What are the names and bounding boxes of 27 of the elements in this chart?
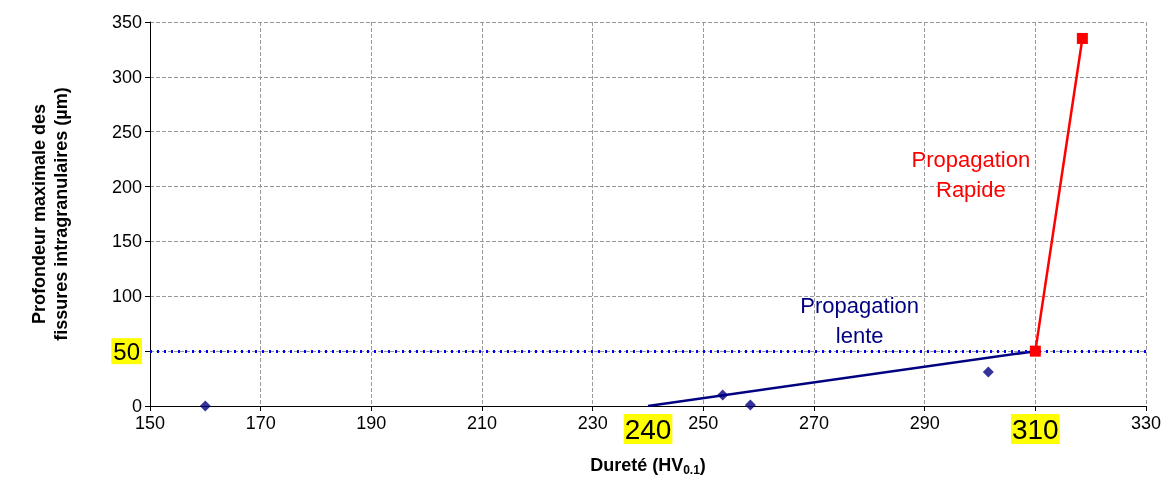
- point: [982, 366, 994, 378]
- y-axis-title: Profondeur maximale des fissures intragranulaires (µm): [29, 87, 71, 341]
- y-tick-label: 350: [111, 12, 142, 32]
- x-tick-label: 210: [466, 413, 498, 433]
- y-tick-label: 200: [111, 176, 142, 197]
- x-tick-label: 170: [245, 413, 276, 433]
- point: [199, 400, 211, 412]
- ref-line-label: 50: [113, 337, 140, 365]
- point: [1029, 345, 1041, 357]
- text: 240: [624, 413, 672, 445]
- x-tick-label: 290: [909, 413, 940, 433]
- y-tick-label: 300: [111, 66, 142, 87]
- y-tick-label: 0: [131, 396, 142, 416]
- y-tick-label: 150: [111, 231, 142, 252]
- x-tick-label: 250: [688, 413, 719, 433]
- annotation: Propagation Rapide: [911, 147, 1031, 203]
- text: 310: [1011, 413, 1059, 445]
- x-tick-label: 230: [577, 413, 608, 433]
- y-tick-label: 100: [111, 286, 142, 307]
- point: [1076, 32, 1088, 44]
- y-tick-label: 250: [111, 121, 142, 142]
- x-tick-label: 330: [1130, 413, 1162, 433]
- point: [744, 399, 756, 411]
- x-tick-label: 190: [356, 413, 387, 433]
- annotation: Propagation lente: [800, 293, 919, 349]
- x-tick-label: 270: [798, 413, 830, 433]
- x-tick-label: 150: [134, 413, 166, 433]
